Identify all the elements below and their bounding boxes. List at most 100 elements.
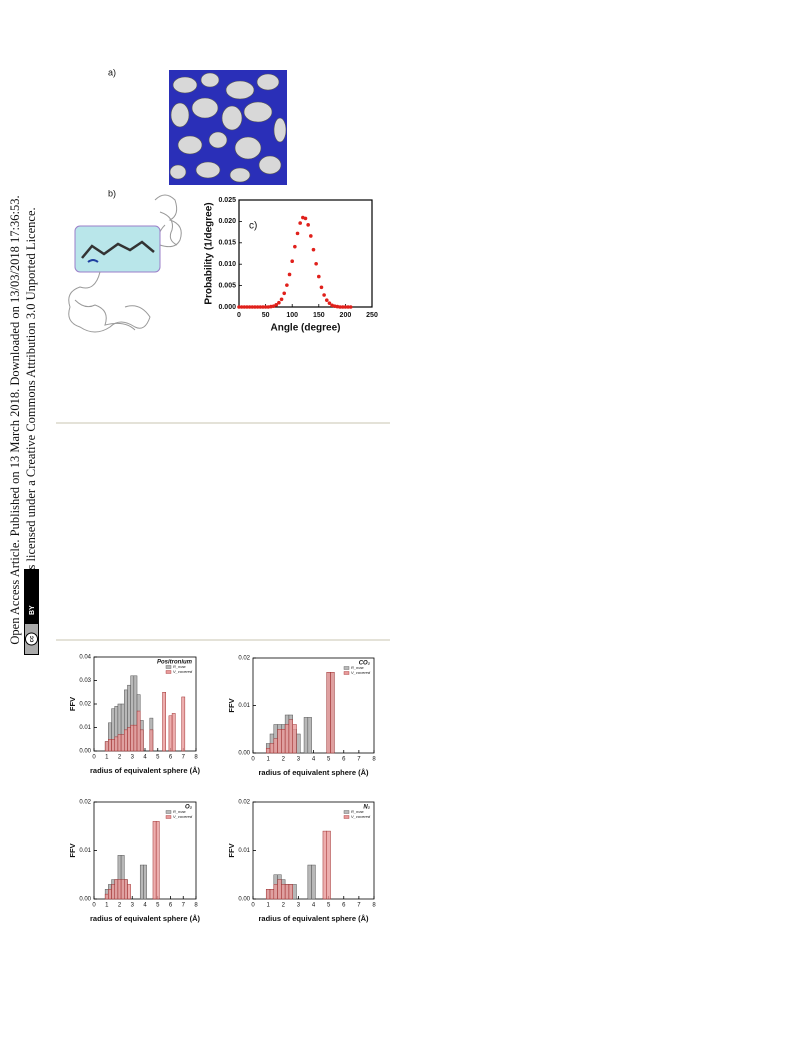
x-tick-label: 5 [156,903,160,909]
data-point [319,285,324,290]
x-tick-label: 200 [340,312,352,319]
x-tick-label: 0 [92,903,96,909]
bar [117,734,122,752]
data-point [269,304,273,309]
plot-frame [238,199,373,308]
y-tick-label: 0.020 [218,218,236,225]
y-tick-label: 0.01 [79,725,91,731]
bar [127,884,131,900]
annotation: c) [249,221,257,232]
bar [269,889,275,900]
legend-swatch [165,810,172,814]
bar [155,821,160,900]
y-tick-label: 0.04 [79,655,91,661]
y-tick-label: 0.03 [79,678,91,684]
x-tick-label: 1 [266,757,270,763]
x-tick-label: 2 [282,903,286,909]
data-point [290,259,295,264]
bar [269,743,275,754]
x-tick-label: 7 [182,903,186,909]
data-point [338,305,342,309]
bar [288,719,293,754]
legend-label: R_max [173,664,187,669]
x-tick-label: 1 [266,903,270,909]
x-tick-label: 100 [286,312,298,319]
bar [124,729,128,752]
x-tick-label: 50 [262,312,270,319]
bar [130,724,135,752]
x-axis-title: radius of equivalent sphere (Å) [258,768,369,777]
data-point [309,234,313,238]
data-point [250,305,255,309]
bar [277,729,282,754]
y-axis-title: FFV [68,697,77,711]
data-point [340,305,345,309]
data-point [295,231,300,236]
x-tick-label: 8 [372,757,376,763]
y-tick-label: 0.025 [218,197,236,204]
data-point [311,247,316,252]
data-point [314,261,318,266]
bar [114,736,119,752]
data-point [343,305,348,309]
bar [162,692,166,752]
bar [284,884,290,900]
y-tick-label: 0.000 [218,304,236,311]
data-point [322,293,326,297]
data-point [298,221,302,225]
x-tick-label: 5 [327,757,331,763]
bar [149,729,154,752]
x-axis-title: radius of equivalent sphere (Å) [90,914,201,923]
legend-label: V_covered [173,814,193,819]
x-tick-label: 7 [357,757,361,763]
y-axis-title: FFV [227,698,236,712]
data-point [346,305,350,309]
legend-label: V_covered [351,814,371,819]
chart-title: N₂ [363,805,370,811]
x-tick-label: 3 [131,755,135,761]
chart-title: Positronium [157,660,193,666]
cc-badge: cc BY [24,569,39,655]
x-tick-label: 3 [297,757,301,763]
data-point [263,305,268,309]
bar [143,864,147,900]
y-tick-label: 0.02 [79,800,91,806]
x-axis-title: radius of equivalent sphere (Å) [90,766,201,775]
bar [139,864,144,900]
y-tick-label: 0.01 [238,848,250,854]
y-tick-label: 0.00 [79,897,91,903]
x-tick-label: 4 [143,755,147,761]
data-point [274,303,279,307]
data-point [258,305,263,309]
sidebar-line: This article is licensed under a Creativ… [24,207,38,632]
y-tick-label: 0.010 [218,261,236,268]
image-b [68,194,182,333]
bar [136,710,141,752]
data-point [279,297,284,302]
legend-label: V_covered [351,670,371,675]
x-tick-label: 4 [143,903,147,909]
y-axis-title: Probability (1/degree) [204,202,215,304]
bar [307,864,312,900]
x-tick-label: 7 [182,755,186,761]
bar [330,672,335,754]
x-tick-label: 4 [312,903,316,909]
bar [288,884,293,900]
x-tick-label: 5 [156,755,160,761]
y-tick-label: 0.02 [238,800,250,806]
x-tick-label: 4 [312,757,316,763]
x-tick-label: 6 [169,903,173,909]
y-axis-title: FFV [68,843,77,857]
bar [326,672,331,754]
data-point [317,274,321,279]
data-point [287,272,292,277]
bar [120,734,125,752]
y-tick-label: 0.015 [218,240,236,247]
legend-swatch [343,815,350,819]
y-tick-label: 0.00 [238,897,250,903]
data-point [237,305,241,309]
data-point [242,305,247,309]
x-tick-label: 0 [237,312,241,319]
bar [108,739,112,752]
